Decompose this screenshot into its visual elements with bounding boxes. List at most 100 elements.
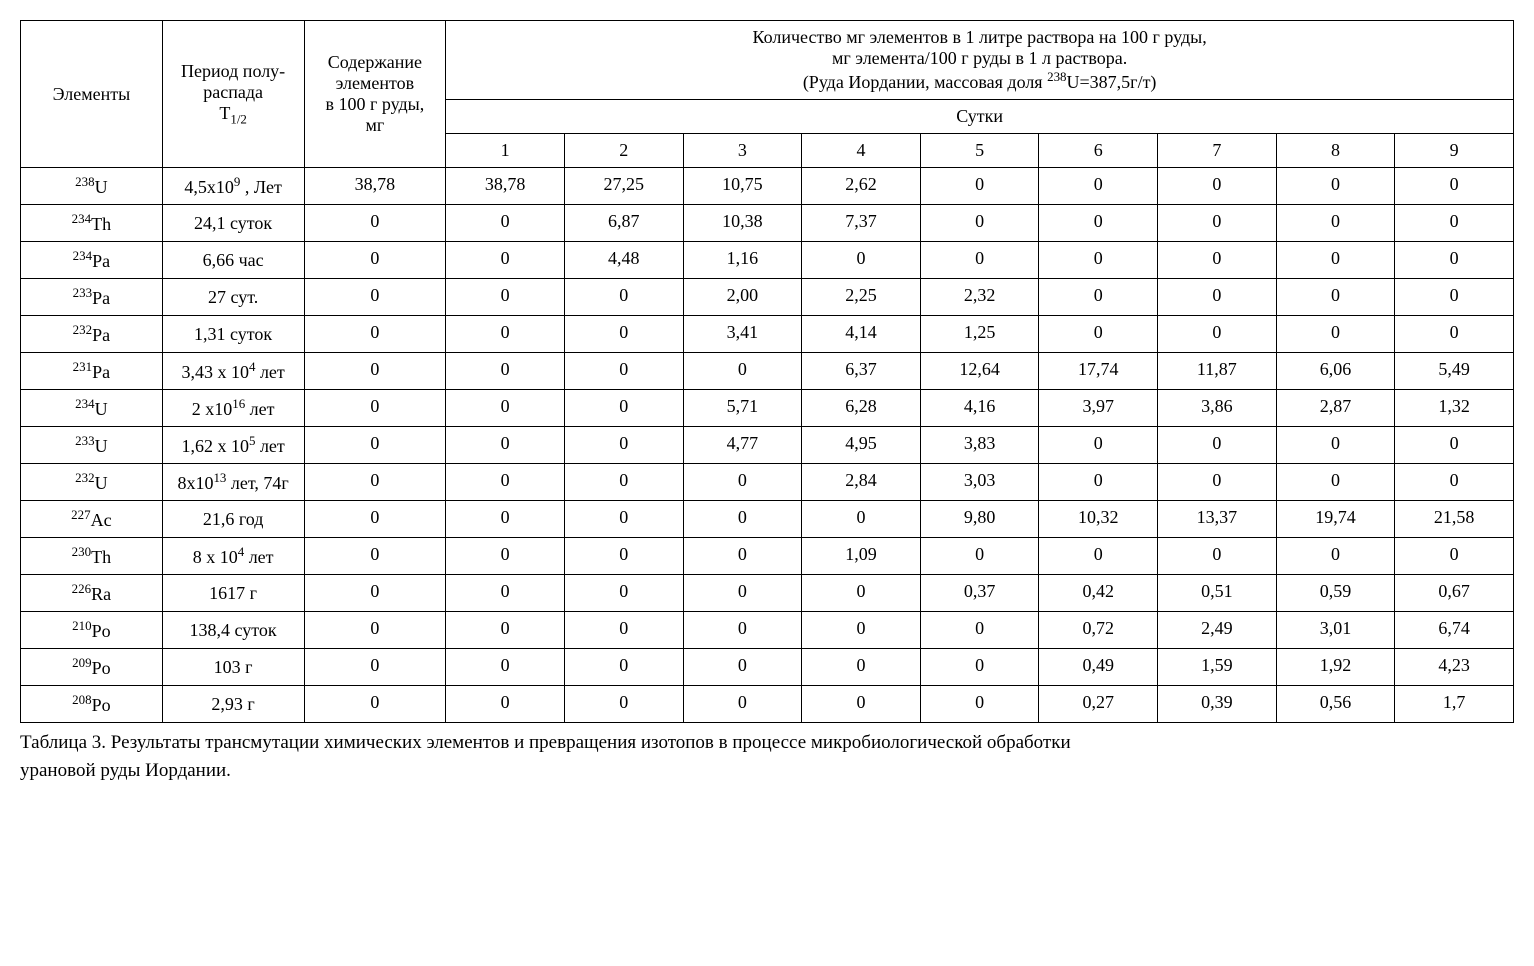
cell-half-life: 1,31 суток bbox=[162, 316, 304, 353]
cell-element: 234Th bbox=[21, 205, 163, 242]
half-life-exp: 16 bbox=[232, 396, 245, 411]
mass-number: 233 bbox=[73, 285, 92, 300]
cell-day: 0,27 bbox=[1039, 686, 1158, 723]
cell-day: 1,09 bbox=[802, 538, 921, 575]
cell-day: 38,78 bbox=[446, 168, 565, 205]
cell-day: 0 bbox=[446, 464, 565, 501]
half-life-base: 2,93 г bbox=[211, 694, 254, 714]
half-life-base: 27 сут. bbox=[208, 287, 258, 307]
cell-day: 0 bbox=[920, 538, 1039, 575]
cell-day: 1,16 bbox=[683, 242, 802, 279]
cell-day: 0 bbox=[564, 279, 683, 316]
cell-day: 19,74 bbox=[1276, 501, 1395, 538]
header-day-2: 2 bbox=[564, 134, 683, 168]
mass-number: 232 bbox=[73, 322, 92, 337]
cell-day: 0 bbox=[920, 686, 1039, 723]
half-life-post: лет bbox=[255, 362, 284, 382]
cell-day: 4,77 bbox=[683, 427, 802, 464]
cell-day: 0 bbox=[1158, 242, 1277, 279]
cell-half-life: 1,62 x 105 лет bbox=[162, 427, 304, 464]
cell-day: 1,92 bbox=[1276, 649, 1395, 686]
cell-day: 3,41 bbox=[683, 316, 802, 353]
cell-day: 0 bbox=[446, 612, 565, 649]
mass-number: 209 bbox=[72, 655, 91, 670]
cell-element: 232U bbox=[21, 464, 163, 501]
half-life-base: 1,62 x 10 bbox=[181, 436, 249, 456]
cell-half-life: 21,6 год bbox=[162, 501, 304, 538]
cell-day: 0 bbox=[1039, 538, 1158, 575]
element-symbol: Pa bbox=[92, 325, 110, 345]
cell-day: 0 bbox=[564, 316, 683, 353]
half-life-base: 8 x 10 bbox=[193, 547, 238, 567]
cell-element: 227Ac bbox=[21, 501, 163, 538]
cell-day: 0 bbox=[1276, 316, 1395, 353]
cell-day: 2,87 bbox=[1276, 390, 1395, 427]
half-life-base: 1,31 суток bbox=[194, 324, 272, 344]
cell-day: 0 bbox=[920, 205, 1039, 242]
cell-half-life: 2 x1016 лет bbox=[162, 390, 304, 427]
table-row: 234Pa6,66 час004,481,16000000 bbox=[21, 242, 1514, 279]
element-symbol: Po bbox=[92, 621, 111, 641]
cell-day: 0 bbox=[446, 242, 565, 279]
cell-day: 0 bbox=[802, 501, 921, 538]
cell-day: 0 bbox=[1276, 168, 1395, 205]
cell-day: 0 bbox=[1158, 464, 1277, 501]
cell-day: 0 bbox=[1395, 168, 1514, 205]
cell-day: 0 bbox=[1395, 427, 1514, 464]
cell-day: 0 bbox=[802, 575, 921, 612]
mass-number: 234 bbox=[75, 396, 94, 411]
cell-element: 238U bbox=[21, 168, 163, 205]
table-caption: Таблица 3. Результаты трансмутации химич… bbox=[20, 729, 1514, 784]
mass-number: 230 bbox=[72, 544, 91, 559]
table-row: 232Pa1,31 суток0003,414,141,250000 bbox=[21, 316, 1514, 353]
cell-day: 0 bbox=[446, 538, 565, 575]
cell-day: 0 bbox=[446, 205, 565, 242]
cell-day: 0 bbox=[683, 686, 802, 723]
cell-day: 10,75 bbox=[683, 168, 802, 205]
cell-day: 13,37 bbox=[1158, 501, 1277, 538]
table-body: 238U4,5x109 , Лет38,7838,7827,2510,752,6… bbox=[21, 168, 1514, 723]
cell-day: 0 bbox=[1158, 205, 1277, 242]
cell-day: 0 bbox=[564, 612, 683, 649]
cell-day: 5,71 bbox=[683, 390, 802, 427]
half-life-base: 4,5x10 bbox=[184, 177, 234, 197]
cell-day: 0 bbox=[1039, 242, 1158, 279]
cell-day: 7,37 bbox=[802, 205, 921, 242]
header-day-8: 8 bbox=[1276, 134, 1395, 168]
cell-content: 0 bbox=[304, 353, 446, 390]
header-days-label: Сутки bbox=[446, 100, 1514, 134]
half-life-post: , Лет bbox=[240, 177, 281, 197]
header-content-l1: Содержание bbox=[328, 52, 422, 72]
table-row: 233U1,62 x 105 лет0004,774,953,830000 bbox=[21, 427, 1514, 464]
table-row: 234Th24,1 суток006,8710,387,3700000 bbox=[21, 205, 1514, 242]
cell-day: 0 bbox=[1276, 242, 1395, 279]
cell-half-life: 27 сут. bbox=[162, 279, 304, 316]
mass-number: 233 bbox=[75, 433, 94, 448]
mass-number: 238 bbox=[75, 174, 94, 189]
cell-element: 233Pa bbox=[21, 279, 163, 316]
cell-day: 4,14 bbox=[802, 316, 921, 353]
cell-day: 0 bbox=[683, 353, 802, 390]
cell-day: 0 bbox=[1039, 427, 1158, 464]
cell-day: 0 bbox=[446, 649, 565, 686]
cell-day: 0 bbox=[446, 501, 565, 538]
element-symbol: U bbox=[95, 436, 108, 456]
half-life-post: лет, 74г bbox=[226, 473, 288, 493]
cell-content: 0 bbox=[304, 538, 446, 575]
caption-line2: урановой руды Иордании. bbox=[20, 760, 231, 781]
cell-half-life: 1617 г bbox=[162, 575, 304, 612]
cell-half-life: 8 x 104 лет bbox=[162, 538, 304, 575]
table-row: 210Po138,4 суток0000000,722,493,016,74 bbox=[21, 612, 1514, 649]
cell-day: 1,25 bbox=[920, 316, 1039, 353]
half-life-base: 3,43 x 10 bbox=[181, 362, 249, 382]
cell-content: 0 bbox=[304, 649, 446, 686]
element-symbol: Pa bbox=[92, 251, 110, 271]
table-row: 233Pa27 сут.0002,002,252,320000 bbox=[21, 279, 1514, 316]
mass-number: 227 bbox=[71, 507, 90, 522]
table-row: 209Po103 г0000000,491,591,924,23 bbox=[21, 649, 1514, 686]
cell-day: 0 bbox=[1039, 279, 1158, 316]
cell-day: 0 bbox=[802, 612, 921, 649]
cell-day: 10,32 bbox=[1039, 501, 1158, 538]
cell-day: 6,28 bbox=[802, 390, 921, 427]
cell-element: 226Ra bbox=[21, 575, 163, 612]
